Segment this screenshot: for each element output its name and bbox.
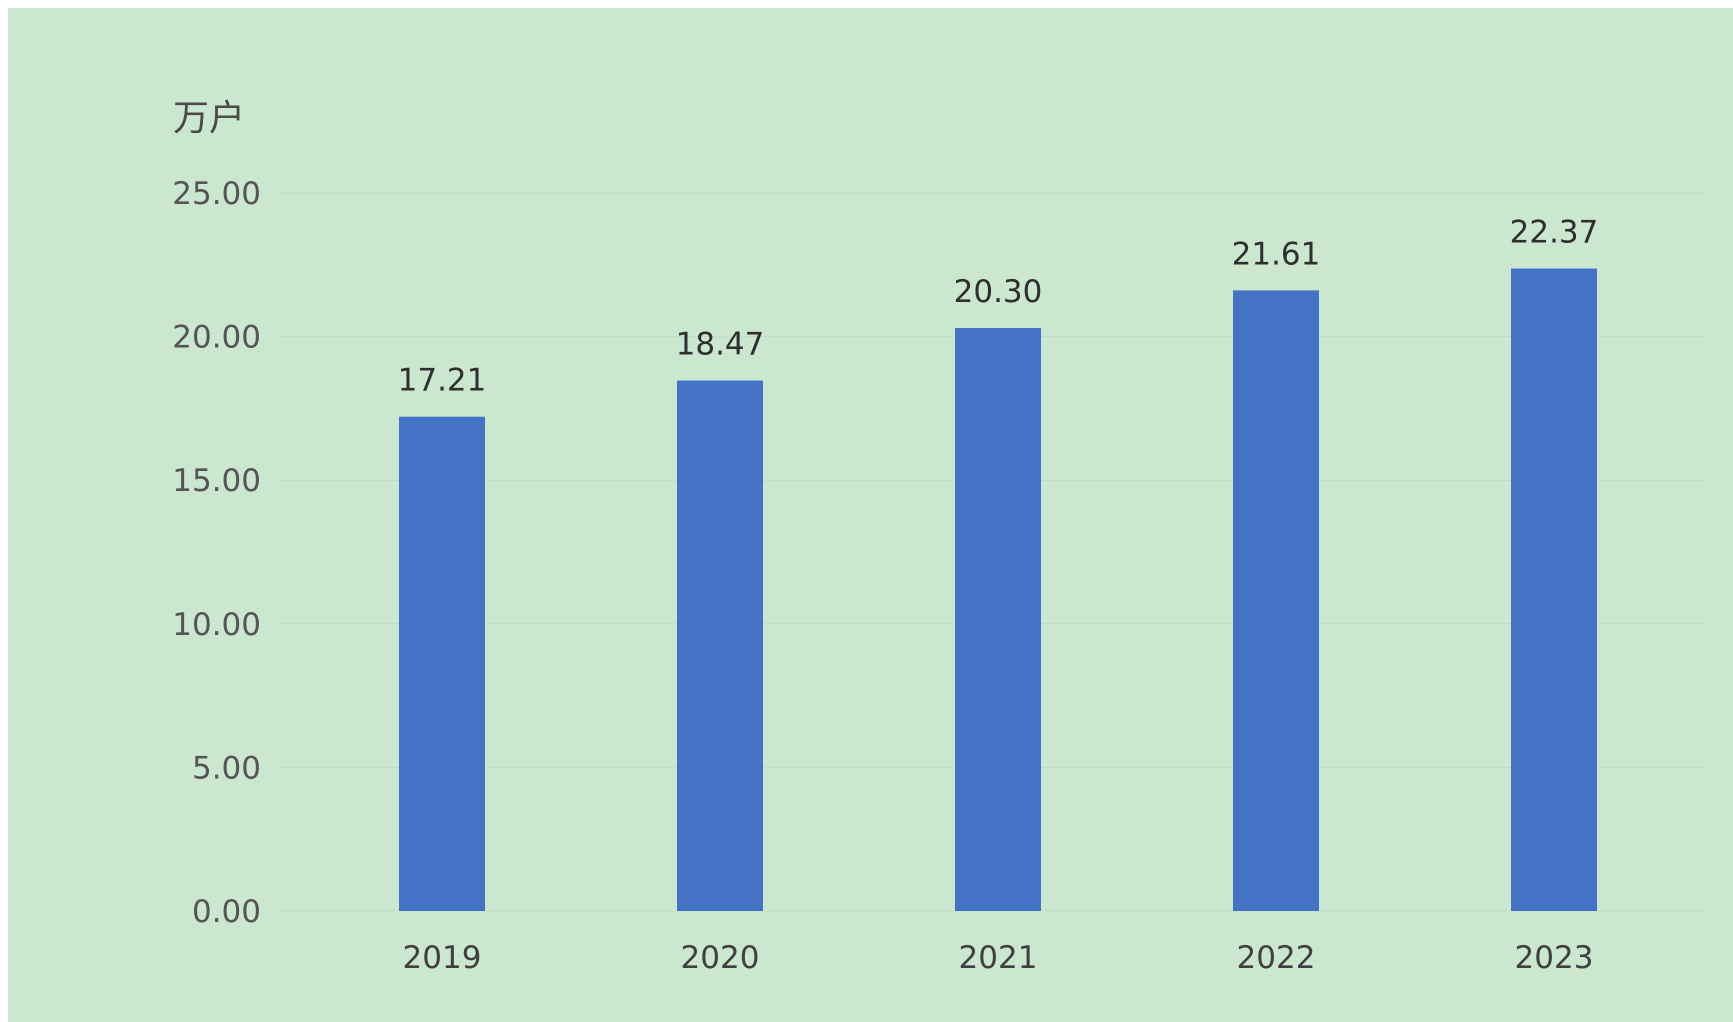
y-tick-label: 15.00 [172,463,261,499]
data-label: 22.37 [1510,215,1599,251]
x-category-label: 2019 [403,940,482,976]
y-tick-label: 0.00 [192,894,261,930]
bar [677,380,763,911]
data-label: 21.61 [1232,236,1321,272]
data-label: 17.21 [398,363,487,399]
x-category-label: 2020 [681,940,760,976]
y-tick-label: 10.00 [172,607,261,643]
y-tick-label: 5.00 [192,750,261,786]
x-category-label: 2021 [959,940,1038,976]
data-labels: 17.21 18.47 20.30 21.61 22.37 [398,215,1599,399]
y-axis-unit-label: 万户 [173,98,245,139]
bar-chart: 万户 0.00 5.00 10.00 15.00 20.00 25.00 17.21 18.… [172,98,1708,976]
bar [1233,290,1319,911]
y-axis-tick-labels: 0.00 5.00 10.00 15.00 20.00 25.00 [172,176,261,930]
x-category-label: 2023 [1515,940,1594,976]
bar [1511,268,1597,912]
data-label: 20.30 [954,274,1043,310]
x-axis-category-labels: 2019 2020 2021 2022 2023 [403,940,1594,976]
bar [955,327,1041,911]
x-category-label: 2022 [1237,940,1316,976]
y-tick-label: 20.00 [172,320,261,356]
chart-panel: 万户 0.00 5.00 10.00 15.00 20.00 25.00 17.21 18.… [8,8,1733,1022]
data-label: 18.47 [676,327,765,363]
y-tick-label: 25.00 [172,176,261,212]
bar [399,416,485,911]
bars [399,268,1597,912]
